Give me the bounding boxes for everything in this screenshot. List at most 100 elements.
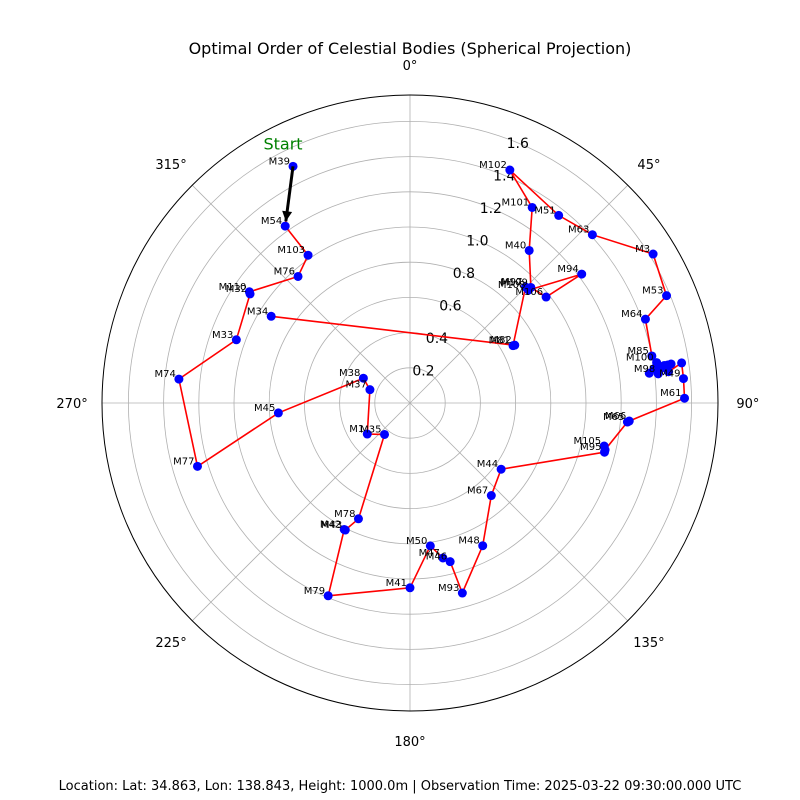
point-M54 (280, 221, 290, 231)
label-M64: M64 (621, 309, 642, 320)
point-M44 (496, 464, 506, 474)
label-M37: M37 (346, 380, 367, 391)
chart-title: Optimal Order of Celestial Bodies (Spher… (189, 39, 632, 58)
point-M97 (521, 282, 531, 292)
start-label: Start (263, 134, 302, 153)
label-M45: M45 (254, 403, 275, 414)
label-M74: M74 (155, 369, 176, 380)
polar-frame (101, 94, 719, 712)
point-M66 (624, 416, 634, 426)
radial-tick-4: 1.0 (466, 233, 488, 249)
point-M49 (678, 374, 688, 384)
point-M98 (653, 369, 663, 379)
radial-tick-0: 0.2 (412, 363, 434, 379)
label-M49: M49 (659, 369, 680, 380)
point-M67 (486, 491, 496, 501)
angular-gridline-135 (409, 402, 629, 622)
label-M61: M61 (660, 388, 681, 399)
angular-tick-0: 0° (403, 59, 418, 74)
point-M48 (478, 541, 488, 551)
point-M61 (680, 393, 690, 403)
label-M1: M1 (349, 424, 364, 435)
point-M100 (652, 358, 662, 368)
point-M63 (587, 230, 597, 240)
label-M44: M44 (477, 459, 498, 470)
label-M76: M76 (274, 266, 295, 277)
point-M50 (425, 541, 435, 551)
point-M90 (666, 359, 676, 369)
start-arrow-head (282, 210, 293, 222)
data-points (174, 161, 690, 601)
angular-gridline-225 (191, 402, 411, 622)
point-M3 (648, 249, 658, 259)
point-M87 (664, 367, 674, 377)
label-M53: M53 (642, 286, 663, 297)
label-M43: M43 (321, 520, 342, 531)
point-M35 (380, 429, 390, 439)
label-M51: M51 (534, 205, 555, 216)
angular-tick-3: 135° (633, 636, 664, 651)
point-M1 (362, 429, 372, 439)
label-M50: M50 (406, 536, 427, 547)
point-M82 (510, 340, 520, 350)
label-M32: M32 (226, 284, 247, 295)
point-M85 (647, 351, 657, 361)
label-M34: M34 (247, 306, 268, 317)
point-M34 (266, 311, 276, 321)
radial-tick-7: 1.6 (507, 136, 529, 152)
point-M47 (438, 553, 448, 563)
label-M103: M103 (277, 245, 305, 256)
label-M48: M48 (458, 536, 479, 547)
label-M100: M100 (626, 353, 654, 364)
point-M45 (273, 408, 283, 418)
label-M40: M40 (505, 240, 526, 251)
label-M63: M63 (568, 225, 589, 236)
radial-tick-1: 0.4 (426, 331, 448, 347)
point-M74 (174, 374, 184, 384)
label-M3: M3 (635, 244, 650, 255)
radial-tick-2: 0.6 (439, 298, 461, 314)
label-M77: M77 (173, 456, 194, 467)
label-M97: M97 (501, 277, 522, 288)
label-M106: M106 (515, 287, 543, 298)
angular-tick-2: 90° (736, 397, 759, 412)
label-M39: M39 (269, 156, 290, 167)
radial-tick-5: 1.2 (480, 201, 502, 217)
angular-tick-7: 315° (155, 158, 186, 173)
label-M105: M105 (573, 436, 601, 447)
point-M53 (662, 291, 672, 301)
point-M102 (505, 165, 515, 175)
label-M94: M94 (557, 264, 578, 275)
point-M46 (445, 557, 455, 567)
radial-tick-3: 0.8 (453, 266, 475, 282)
point-M94 (577, 269, 587, 279)
label-M41: M41 (386, 578, 407, 589)
label-M79: M79 (304, 586, 325, 597)
angular-tick-5: 225° (155, 636, 186, 651)
label-M98: M98 (634, 364, 655, 375)
point-M76 (293, 271, 303, 281)
point-M37 (365, 385, 375, 395)
point-M96 (600, 445, 610, 455)
label-M110: M110 (219, 282, 247, 293)
label-M46: M46 (426, 552, 447, 563)
polar-grid (101, 94, 719, 712)
point-M64 (640, 314, 650, 324)
point-M33 (231, 335, 241, 345)
point-M40 (524, 245, 534, 255)
radial-tick-labels: 0.20.40.60.81.01.21.41.6 (412, 136, 529, 380)
polar-chart: Optimal Order of Celestial Bodies (Spher… (56, 39, 759, 750)
point-M101 (527, 202, 537, 212)
label-M101: M101 (501, 197, 529, 208)
label-M81: M81 (489, 336, 510, 347)
point-M106 (541, 292, 551, 302)
label-M102: M102 (479, 160, 507, 171)
label-M95: M95 (580, 442, 601, 453)
footer-caption: Location: Lat: 34.863, Lon: 138.843, Hei… (58, 779, 742, 794)
label-M82: M82 (490, 335, 511, 346)
point-M32 (245, 289, 255, 299)
label-M109: M109 (500, 277, 528, 288)
label-M67: M67 (467, 486, 488, 497)
angular-tick-labels: 0° 45° 90° 135° 180° 225° 270° 315° (56, 59, 759, 750)
